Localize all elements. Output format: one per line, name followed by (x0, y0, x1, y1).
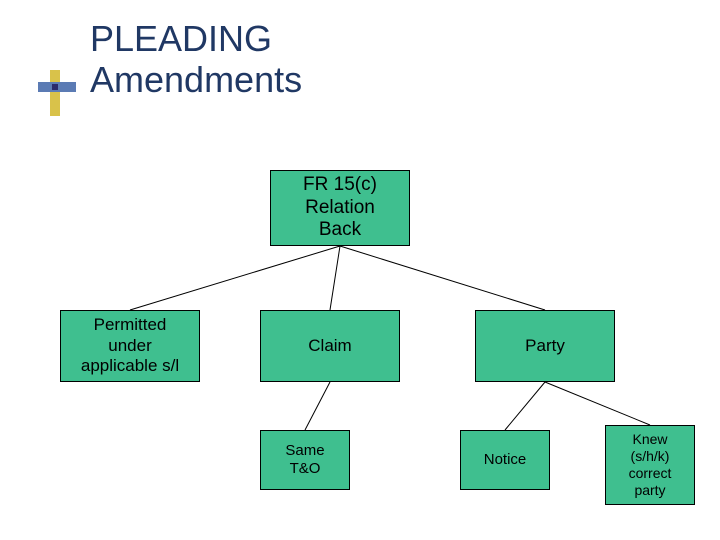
edge-party-knew (545, 382, 650, 425)
edge-root-claim (330, 246, 340, 310)
node-same-line: Same (285, 442, 324, 460)
node-root: FR 15(c)RelationBack (270, 170, 410, 246)
edge-party-notice (505, 382, 545, 430)
edge-root-party (340, 246, 545, 310)
edge-root-permit (130, 246, 340, 310)
node-party: Party (475, 310, 615, 382)
node-claim: Claim (260, 310, 400, 382)
node-claim-line: Claim (308, 336, 351, 356)
title-line-2: Amendments (90, 59, 302, 100)
node-knew-line: party (634, 482, 665, 499)
node-root-line: Back (319, 219, 361, 242)
node-notice: Notice (460, 430, 550, 490)
node-party-line: Party (525, 336, 565, 356)
node-knew-line: correct (629, 465, 672, 482)
node-notice-line: Notice (484, 451, 527, 469)
node-root-line: FR 15(c) (303, 174, 377, 197)
node-knew: Knew(s/h/k)correctparty (605, 425, 695, 505)
node-same: SameT&O (260, 430, 350, 490)
title-bullet-decoration (30, 60, 78, 118)
node-knew-line: (s/h/k) (631, 448, 670, 465)
node-root-line: Relation (305, 197, 375, 220)
edge-claim-same (305, 382, 330, 430)
node-permit-line: under (108, 336, 151, 356)
slide-title: PLEADING Amendments (90, 18, 302, 101)
node-permit: Permittedunderapplicable s/l (60, 310, 200, 382)
node-knew-line: Knew (632, 431, 667, 448)
title-line-1: PLEADING (90, 18, 302, 59)
node-same-line: T&O (290, 460, 321, 478)
node-permit-line: Permitted (94, 315, 167, 335)
node-permit-line: applicable s/l (81, 356, 179, 376)
